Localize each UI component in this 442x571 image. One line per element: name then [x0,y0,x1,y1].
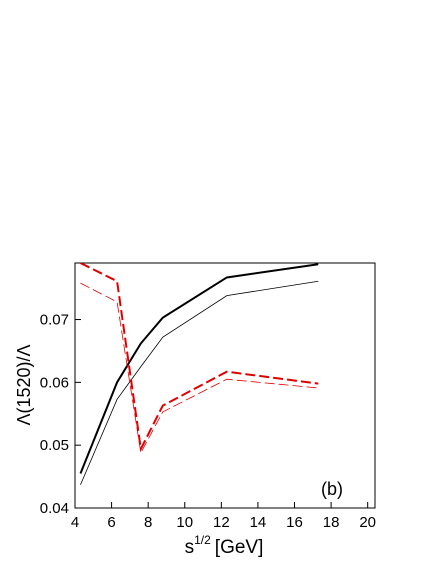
x-tick-label: 14 [250,514,267,531]
series-line [80,282,319,454]
x-tick-label: 8 [144,514,152,531]
x-tick-label: 20 [359,514,376,531]
y-tick-label: 0.06 [40,374,69,391]
y-tick-label: 0.04 [40,500,69,517]
series-line [79,263,319,474]
x-label-sup: 1/2 [194,533,211,547]
x-tick-label: 12 [213,514,230,531]
plot-frame [74,262,376,509]
series-line [80,263,319,453]
x-label-base: s [185,537,195,558]
x-tick-label: 18 [323,514,340,531]
y-tick-label: 0.07 [40,312,69,329]
lines [79,263,319,485]
y-axis-label: Λ(1520)/Λ [14,344,34,425]
x-tick-label: 6 [107,514,115,531]
annotation: (b) [321,479,343,499]
x-tick-label: 16 [286,514,303,531]
x-tick-label: 10 [176,514,193,531]
series-line [80,280,319,485]
x-tick-label: 4 [71,514,79,531]
x-axis-label: s1/2 [GeV] [185,533,264,558]
y-tick-label: 0.05 [40,437,69,454]
x-label-unit: [GeV] [215,537,264,558]
